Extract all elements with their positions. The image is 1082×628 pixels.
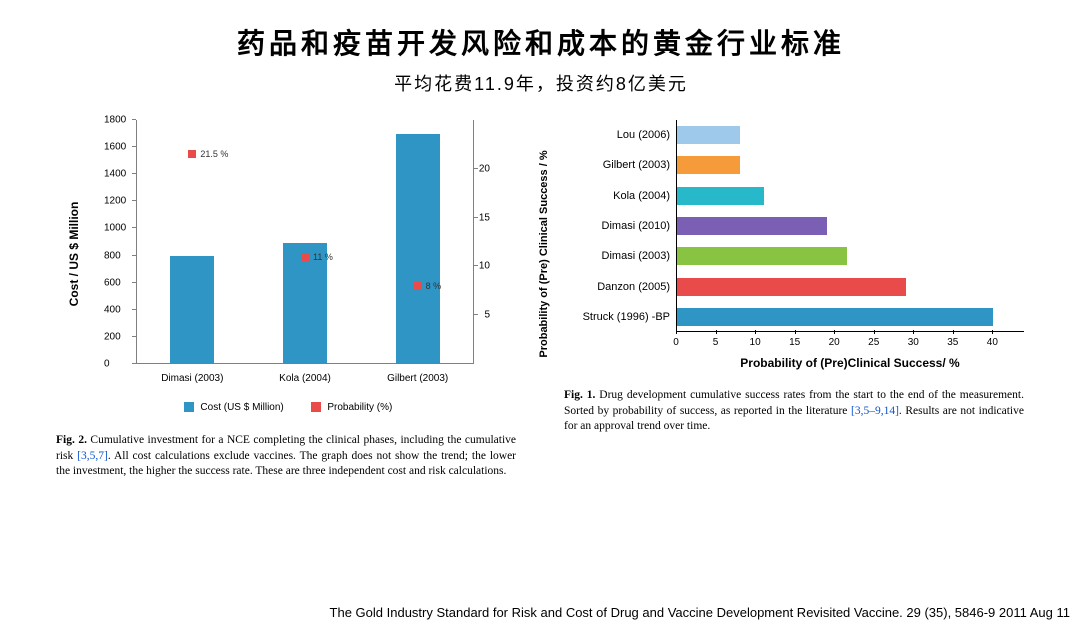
- fig1-bar-label: Kola (2004): [564, 190, 670, 202]
- fig1-bar-label: Gilbert (2003): [564, 159, 670, 171]
- fig1-x-tickline: [755, 330, 756, 334]
- fig1-x-tickline: [676, 330, 677, 334]
- fig2-tickline-left: [132, 282, 136, 283]
- fig2-caption-text-b: . All cost calculations exclude vaccines…: [56, 450, 516, 478]
- fig2-x-category: Gilbert (2003): [387, 373, 448, 384]
- footer-citation: The Gold Industry Standard for Risk and …: [300, 605, 1070, 620]
- fig2-caption: Fig. 2. Cumulative investment for a NCE …: [56, 433, 516, 480]
- fig1-x-tickline: [874, 330, 875, 334]
- fig2-ytick-right: 5: [484, 310, 490, 321]
- fig2-tickline-left: [132, 255, 136, 256]
- fig1-bar: [677, 247, 847, 265]
- fig2-chart: Cost / US $ Million Probability of (Pre)…: [90, 114, 520, 394]
- fig1-x-tickline: [953, 330, 954, 334]
- fig2-tickline-left: [132, 363, 136, 364]
- fig2-prob-marker: [301, 253, 309, 261]
- fig2-legend-cost-swatch: [184, 402, 194, 412]
- fig2-tickline-right: [474, 217, 478, 218]
- fig2-x-category: Kola (2004): [279, 373, 331, 384]
- fig1-column: Probability of (Pre)Clinical Success/ % …: [564, 114, 1034, 480]
- fig2-legend-cost-label: Cost (US $ Million): [200, 402, 283, 413]
- fig1-x-tick: 5: [713, 337, 719, 348]
- fig1-x-label: Probability of (Pre)Clinical Success/ %: [676, 356, 1024, 370]
- fig1-caption: Fig. 1. Drug development cumulative succ…: [564, 388, 1024, 435]
- fig2-tickline-left: [132, 309, 136, 310]
- fig2-bar: [170, 256, 214, 364]
- fig2-ytick-left: 0: [104, 359, 110, 370]
- fig2-tickline-left: [132, 119, 136, 120]
- fig1-x-tickline: [834, 330, 835, 334]
- fig1-plot-area: [676, 120, 1024, 332]
- fig2-ytick-left: 600: [104, 277, 121, 288]
- fig2-ytick-left: 800: [104, 250, 121, 261]
- fig2-ytick-right: 10: [479, 261, 490, 272]
- fig1-bar-label: Struck (1996) -BP: [564, 311, 670, 323]
- fig1-x-tickline: [913, 330, 914, 334]
- fig2-x-category: Dimasi (2003): [161, 373, 223, 384]
- fig2-ytick-left: 200: [104, 331, 121, 342]
- fig1-x-tick: 15: [789, 337, 800, 348]
- fig2-bar: [396, 134, 440, 364]
- fig1-x-tick: 10: [750, 337, 761, 348]
- fig2-ytick-right: 15: [479, 212, 490, 223]
- fig2-prob-marker-label: 11 %: [313, 252, 333, 262]
- fig2-ytick-left: 1400: [104, 169, 126, 180]
- fig2-prob-marker: [188, 150, 196, 158]
- fig2-ytick-left: 400: [104, 304, 121, 315]
- fig2-column: Cost / US $ Million Probability of (Pre)…: [56, 114, 520, 480]
- fig1-x-tickline: [795, 330, 796, 334]
- fig2-y-right-label: Probability of (Pre) Clinical Success / …: [538, 150, 550, 357]
- fig1-bar: [677, 217, 827, 235]
- fig2-tickline-left: [132, 336, 136, 337]
- fig1-bar-label: Lou (2006): [564, 129, 670, 141]
- fig2-prob-marker: [414, 282, 422, 290]
- fig1-caption-ref: [3,5–9,14]: [851, 405, 899, 417]
- fig1-bar-label: Dimasi (2003): [564, 250, 670, 262]
- fig2-caption-num: Fig. 2.: [56, 434, 87, 446]
- fig1-bar-label: Danzon (2005): [564, 281, 670, 293]
- fig1-bar: [677, 126, 740, 144]
- fig2-caption-ref: [3,5,7]: [77, 450, 108, 462]
- page-title: 药品和疫苗开发风险和成本的黄金行业标准: [0, 22, 1082, 62]
- fig1-bar: [677, 187, 764, 205]
- fig2-tickline-right: [474, 168, 478, 169]
- fig1-bar: [677, 308, 993, 326]
- fig2-legend-prob-swatch: [311, 402, 321, 412]
- fig2-ytick-right: 20: [479, 163, 490, 174]
- fig2-legend: Cost (US $ Million) Probability (%): [56, 402, 520, 413]
- fig1-x-tick: 35: [947, 337, 958, 348]
- fig2-ytick-left: 1000: [104, 223, 126, 234]
- fig2-tickline-right: [474, 314, 478, 315]
- fig2-tickline-left: [132, 146, 136, 147]
- fig2-ytick-left: 1600: [104, 142, 126, 153]
- fig1-x-tick: 30: [908, 337, 919, 348]
- fig2-tickline-left: [132, 173, 136, 174]
- fig1-chart: Probability of (Pre)Clinical Success/ % …: [564, 114, 1034, 374]
- fig2-tickline-left: [132, 227, 136, 228]
- fig1-caption-num: Fig. 1.: [564, 389, 595, 401]
- fig1-x-tick: 40: [987, 337, 998, 348]
- fig2-y-left-label: Cost / US $ Million: [67, 202, 81, 307]
- fig2-legend-cost: Cost (US $ Million): [184, 402, 287, 413]
- fig1-x-tickline: [716, 330, 717, 334]
- fig1-x-tick: 25: [868, 337, 879, 348]
- fig2-legend-prob-label: Probability (%): [327, 402, 392, 413]
- fig1-x-tick: 20: [829, 337, 840, 348]
- fig2-tickline-left: [132, 200, 136, 201]
- fig2-prob-marker-label: 8 %: [426, 281, 442, 291]
- fig2-legend-prob: Probability (%): [311, 402, 393, 413]
- fig1-bar: [677, 156, 740, 174]
- page-subtitle: 平均花费11.9年，投资约8亿美元: [0, 70, 1082, 96]
- charts-container: Cost / US $ Million Probability of (Pre)…: [0, 114, 1082, 480]
- fig2-ytick-left: 1200: [104, 196, 126, 207]
- fig1-x-tickline: [992, 330, 993, 334]
- fig1-bar-label: Dimasi (2010): [564, 220, 670, 232]
- fig2-prob-marker-label: 21.5 %: [200, 149, 228, 159]
- fig1-x-tick: 0: [673, 337, 679, 348]
- fig2-ytick-left: 1800: [104, 115, 126, 126]
- fig2-tickline-right: [474, 265, 478, 266]
- fig1-bar: [677, 278, 906, 296]
